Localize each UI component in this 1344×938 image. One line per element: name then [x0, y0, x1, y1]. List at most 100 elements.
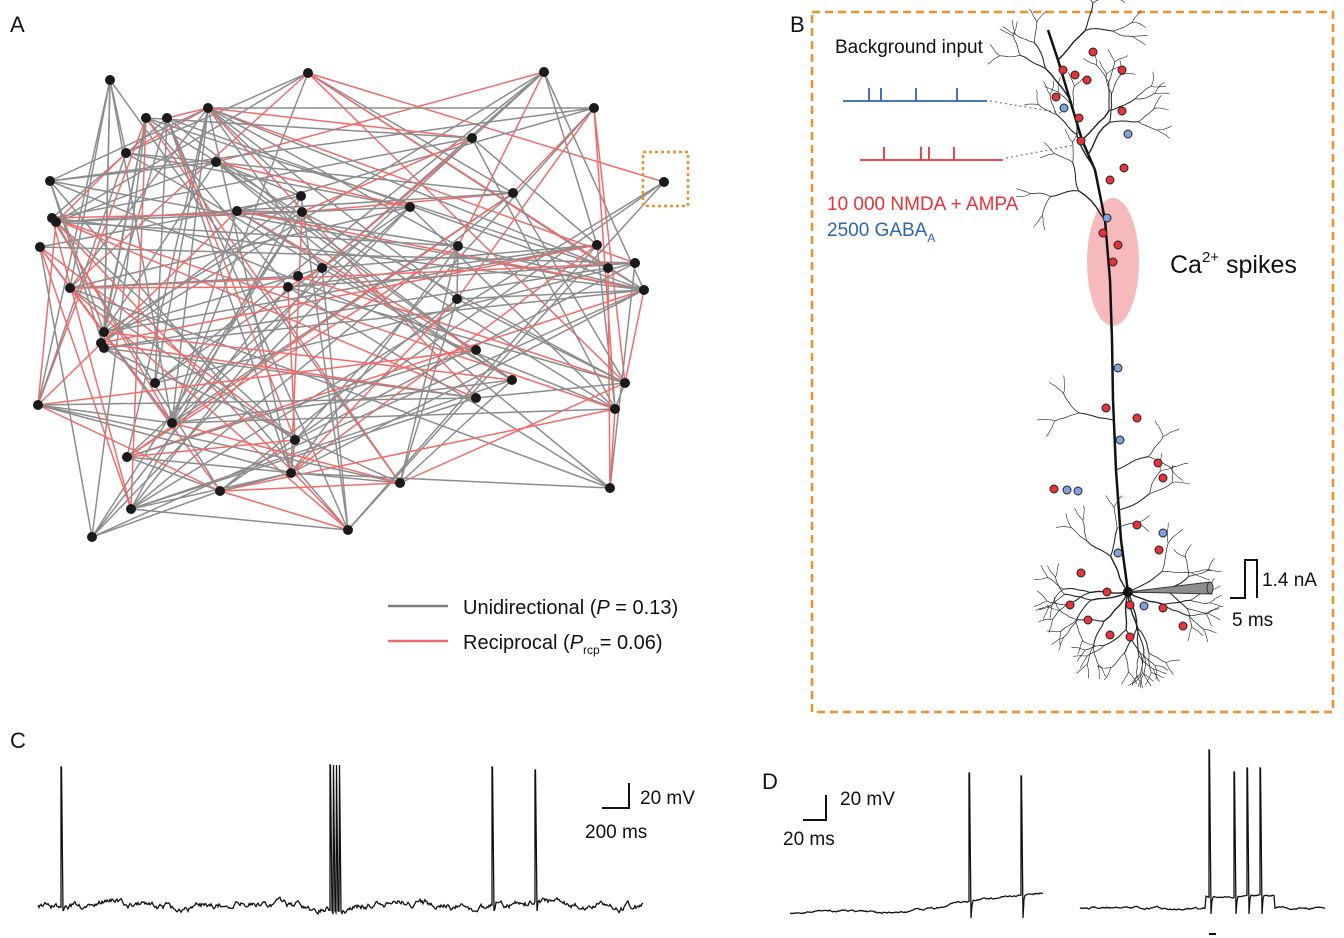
dendrite	[1138, 108, 1154, 121]
synapse-excitatory	[1059, 66, 1067, 74]
dendrite	[1044, 143, 1054, 154]
excitatory-train	[860, 147, 1003, 160]
node	[303, 68, 313, 78]
synapse-excitatory	[1106, 176, 1114, 184]
dendrite	[1110, 94, 1112, 123]
dendrite	[1104, 668, 1111, 680]
node	[659, 177, 669, 187]
node	[162, 113, 172, 123]
node	[467, 133, 477, 143]
dendrite	[1148, 437, 1163, 457]
dendrite	[1087, 541, 1111, 557]
dendrite	[1064, 393, 1079, 413]
dendrite	[1174, 549, 1185, 557]
scale-bar	[602, 783, 629, 808]
synapse-excitatory	[1120, 164, 1128, 172]
dendrite	[1044, 87, 1058, 92]
node	[126, 504, 136, 514]
panel-label: B	[790, 12, 805, 37]
inhibitory-train	[843, 88, 987, 101]
dendrite	[1056, 563, 1059, 577]
node	[630, 258, 640, 268]
synapse-excitatory	[1103, 588, 1111, 596]
calcium-label: Ca2+ spikes	[1170, 249, 1297, 279]
scale-label: 20 mV	[840, 789, 895, 810]
dendrite	[1133, 36, 1148, 37]
dendrite	[1034, 43, 1045, 69]
dendrite	[1053, 605, 1066, 619]
node	[507, 375, 517, 385]
dendrite	[1172, 482, 1190, 484]
dendrite	[1132, 22, 1146, 27]
dendrite	[1050, 81, 1054, 95]
dendrite	[1048, 578, 1064, 590]
dendrite	[1051, 637, 1063, 644]
dendrite	[1076, 622, 1083, 640]
dendrite	[1113, 22, 1132, 31]
synapse-excitatory	[1077, 137, 1085, 145]
voltage-trace	[38, 765, 643, 914]
synapse-excitatory	[1084, 616, 1092, 624]
synapse-excitatory	[1071, 71, 1079, 79]
dendrite	[1055, 413, 1079, 421]
dendrite	[1041, 565, 1048, 577]
scale-bar	[803, 795, 826, 820]
synapse-excitatory	[1077, 569, 1085, 577]
dendrite	[1047, 601, 1066, 605]
dendrite	[1075, 508, 1083, 520]
node	[51, 217, 61, 227]
synapse-excitatory	[1118, 107, 1126, 115]
dendrite	[1187, 608, 1206, 613]
synapse-inhibitory	[1074, 487, 1082, 495]
dendrite	[1210, 595, 1222, 603]
node	[150, 378, 160, 388]
dendrite	[1133, 37, 1145, 45]
dendrite	[1056, 114, 1076, 134]
node	[121, 148, 131, 158]
dendrite	[1185, 557, 1188, 576]
dendrite	[1063, 589, 1090, 593]
dendrite	[1054, 154, 1073, 163]
dendrite	[1151, 672, 1164, 678]
synapse-excitatory	[1106, 631, 1114, 639]
panel-label: C	[10, 728, 26, 753]
dendrite	[1157, 126, 1171, 130]
dendrite	[1034, 601, 1047, 606]
dendrite	[1083, 520, 1087, 540]
dendrite	[1168, 529, 1183, 543]
dendrite	[1112, 0, 1125, 3]
dendrite	[1137, 675, 1141, 688]
dendrite	[1155, 666, 1156, 680]
dendrite	[1154, 93, 1169, 94]
dendrite	[1085, 3, 1093, 31]
synapse-inhibitory	[1063, 486, 1071, 494]
dendrite	[1162, 571, 1191, 572]
node	[343, 525, 353, 535]
dendrite	[1144, 655, 1146, 674]
dendrite	[1093, 0, 1112, 3]
dendrite	[1154, 108, 1169, 110]
dendrite	[1061, 620, 1077, 631]
synapse-excitatory	[1102, 404, 1110, 412]
scale-label: 20 ms	[783, 829, 835, 850]
dendrite	[1073, 656, 1087, 657]
dendrite	[1034, 215, 1043, 227]
dendrite	[1083, 506, 1084, 521]
dendrite	[1137, 656, 1139, 675]
dendrite	[1164, 600, 1191, 604]
dendrite	[1094, 646, 1099, 665]
dendrite	[1119, 494, 1150, 510]
dendrite	[1088, 122, 1110, 155]
dendrite	[1203, 629, 1208, 642]
synapse-excitatory	[1126, 633, 1134, 641]
dendrite	[1030, 193, 1050, 197]
dendrite	[1078, 641, 1083, 654]
node	[141, 113, 151, 123]
dendrite	[1163, 429, 1179, 437]
synapse-inhibitory	[1114, 364, 1122, 372]
node	[283, 282, 293, 292]
dendrite	[1066, 513, 1071, 527]
dendrite	[1185, 545, 1191, 557]
dendrite	[1094, 621, 1105, 646]
dendrite	[1153, 669, 1166, 674]
